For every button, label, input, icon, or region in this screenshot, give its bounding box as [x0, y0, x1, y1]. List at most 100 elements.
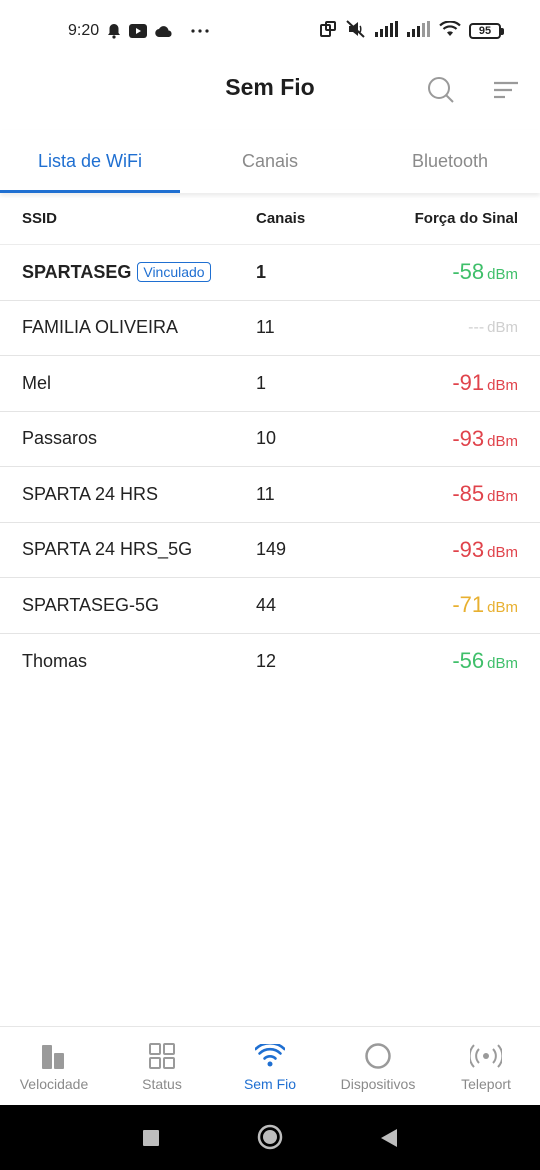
- ssid-cell: SPARTASEG Vinculado: [22, 262, 211, 283]
- channel-cell: 1: [256, 372, 267, 393]
- signal-value: -71: [452, 592, 485, 618]
- circle-icon: [364, 1041, 392, 1071]
- channel-cell: 11: [256, 483, 275, 504]
- signal-cell: -85 dBm: [452, 481, 518, 507]
- signal-cell: -93 dBm: [452, 426, 518, 452]
- bell-icon: [107, 23, 121, 39]
- nav-devices[interactable]: Dispositivos: [324, 1027, 432, 1105]
- signal-unit: dBm: [487, 377, 518, 395]
- signal-cell: -58 dBm: [452, 259, 518, 285]
- sort-filter-button[interactable]: [486, 70, 526, 110]
- nav-label: Status: [142, 1076, 182, 1092]
- signal-unit: dBm: [487, 488, 518, 506]
- column-ssid: SSID: [22, 210, 58, 227]
- table-row[interactable]: Thomas 12 -56 dBm: [0, 634, 540, 690]
- signal-2-icon: [407, 20, 431, 42]
- status-right: 95: [319, 19, 504, 43]
- signal-icon: [375, 20, 399, 42]
- table-row[interactable]: SPARTASEG Vinculado 1 -58 dBm: [0, 245, 540, 301]
- square-icon: [143, 1130, 159, 1146]
- table-row[interactable]: SPARTASEG-5G 44 -71 dBm: [0, 578, 540, 634]
- nav-wireless[interactable]: Sem Fio: [216, 1027, 324, 1105]
- ssid-cell: FAMILIA OLIVEIRA: [22, 317, 179, 338]
- nav-label: Velocidade: [19, 1076, 89, 1092]
- app-header: Sem Fio: [0, 62, 540, 118]
- status-bar: 9:20 95: [0, 0, 540, 62]
- signal-cell: -91 dBm: [452, 370, 518, 396]
- signal-unit: dBm: [487, 318, 518, 336]
- signal-unit: dBm: [487, 432, 518, 450]
- ssid-cell: SPARTA 24 HRS_5G: [22, 539, 193, 560]
- signal-unit: dBm: [487, 543, 518, 561]
- nav-label: Dispositivos: [340, 1076, 416, 1092]
- channel-cell: 11: [256, 317, 275, 338]
- ssid-name: SPARTASEG: [22, 261, 132, 282]
- signal-unit: dBm: [487, 655, 518, 673]
- ssid-cell: Mel: [22, 372, 52, 393]
- sort-icon: [494, 81, 518, 99]
- signal-value: -91: [452, 370, 485, 396]
- column-channels: Canais: [256, 210, 306, 227]
- tab-wifi-list[interactable]: Lista de WiFi: [0, 130, 180, 193]
- battery-level: 95: [469, 23, 501, 39]
- channel-cell: 149: [256, 539, 287, 560]
- table-row[interactable]: FAMILIA OLIVEIRA 11 --- dBm: [0, 301, 540, 356]
- signal-cell: -71 dBm: [452, 592, 518, 618]
- mute-icon: [345, 19, 367, 43]
- signal-value: ---: [468, 318, 485, 336]
- signal-value: -93: [452, 425, 485, 451]
- system-nav-bar: [0, 1105, 540, 1170]
- battery-icon: 95: [469, 23, 504, 39]
- bottom-nav: Velocidade Status Sem Fio Dispositivos T…: [0, 1026, 540, 1105]
- nav-label: Sem Fio: [243, 1076, 297, 1092]
- signal-cell: --- dBm: [468, 319, 518, 337]
- signal-value: -93: [452, 536, 485, 562]
- tab-bar: Lista de WiFi Canais Bluetooth: [0, 130, 540, 193]
- search-button[interactable]: [421, 70, 461, 110]
- tab-channels[interactable]: Canais: [241, 151, 299, 171]
- channel-cell: 10: [256, 428, 277, 449]
- screen-rotate-icon: [319, 20, 337, 43]
- ssid-cell: SPARTA 24 HRS: [22, 483, 159, 504]
- nav-label: Teleport: [461, 1076, 511, 1092]
- channel-cell: 12: [256, 650, 277, 671]
- signal-value: -85: [452, 481, 485, 507]
- back-triangle-icon: [381, 1129, 397, 1147]
- youtube-icon: [129, 24, 148, 38]
- cloud-icon: [155, 25, 173, 37]
- table-row[interactable]: Passaros 10 -93 dBm: [0, 412, 540, 467]
- signal-unit: dBm: [487, 599, 518, 617]
- page-title: Sem Fio: [225, 74, 315, 100]
- table-row[interactable]: Mel 1 -91 dBm: [0, 356, 540, 412]
- status-left: 9:20: [68, 22, 209, 40]
- home-circle-icon: [257, 1124, 283, 1150]
- channel-cell: 1: [256, 261, 267, 282]
- grid-icon: [149, 1041, 175, 1071]
- nav-teleport[interactable]: Teleport: [432, 1027, 540, 1105]
- home-button[interactable]: [256, 1123, 284, 1151]
- wifi-status-icon: [439, 19, 461, 42]
- wifi-icon: [255, 1041, 285, 1071]
- wifi-list: SPARTASEG Vinculado 1 -58 dBm FAMILIA OL…: [0, 245, 540, 689]
- column-signal: Força do Sinal: [414, 210, 518, 227]
- nav-speed[interactable]: Velocidade: [0, 1027, 108, 1105]
- signal-cell: -56 dBm: [452, 648, 518, 674]
- channel-cell: 44: [256, 594, 277, 615]
- nav-status[interactable]: Status: [108, 1027, 216, 1105]
- table-row[interactable]: SPARTA 24 HRS_5G 149 -93 dBm: [0, 523, 540, 578]
- signal-value: -58: [452, 259, 485, 285]
- signal-cell: -93 dBm: [452, 537, 518, 563]
- more-dots-icon: [191, 29, 209, 33]
- table-header: SSID Canais Força do Sinal: [0, 193, 540, 245]
- search-icon: [428, 77, 454, 103]
- tab-bluetooth[interactable]: Bluetooth: [411, 151, 489, 171]
- recents-button[interactable]: [138, 1125, 164, 1151]
- teleport-icon: [470, 1041, 502, 1071]
- signal-value: -56: [452, 648, 485, 674]
- ssid-cell: Thomas: [22, 650, 88, 671]
- linked-badge: Vinculado: [137, 262, 211, 283]
- table-row[interactable]: SPARTA 24 HRS 11 -85 dBm: [0, 467, 540, 523]
- ssid-cell: SPARTASEG-5G: [22, 594, 160, 615]
- status-time: 9:20: [68, 22, 100, 39]
- back-button[interactable]: [376, 1125, 402, 1151]
